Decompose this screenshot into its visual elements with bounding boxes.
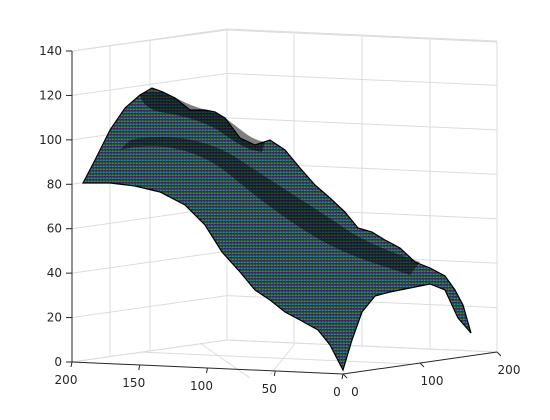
grid-line [226, 117, 498, 131]
grid-line [139, 351, 411, 365]
y-tick-mark [342, 373, 348, 379]
surface-mesh [82, 87, 472, 372]
y-tick-mark [419, 362, 425, 368]
z-tick-label: 40 [47, 266, 62, 280]
grid-line [226, 28, 498, 42]
grid-line [269, 344, 295, 376]
grid-line [226, 339, 498, 353]
grid-line [71, 72, 228, 96]
x-tick-label: 50 [262, 382, 277, 396]
x-tick-label: 100 [190, 379, 213, 393]
z-tick-label: 80 [47, 177, 62, 191]
x-tick-label: 200 [55, 373, 78, 387]
z-tick-label: 100 [39, 133, 62, 147]
x-axis-ticks: 200 150 100 50 0 [55, 361, 344, 399]
grid-line [71, 295, 228, 319]
x-tick-mark [138, 364, 141, 371]
z-tick-label: 0 [54, 355, 62, 369]
x-tick-mark [70, 361, 73, 368]
z-axis-ticks: 0 20 40 60 80 100 120 140 [39, 44, 72, 369]
surface [82, 87, 472, 372]
surface-shadow [120, 136, 420, 275]
x-tick-label: 0 [333, 385, 341, 399]
x-tick-mark [273, 370, 276, 377]
x-tick-mark [206, 367, 208, 374]
z-tick-label: 140 [39, 44, 62, 58]
grid-line [199, 342, 251, 379]
grid-line [226, 29, 498, 43]
grid-line [71, 250, 228, 274]
z-tick-label: 60 [47, 222, 62, 236]
x-tick-mark [341, 373, 344, 380]
y-tick-mark [496, 351, 502, 357]
y-tick-label: 0 [351, 385, 359, 399]
y-axis-ticks: 0 100 200 [342, 351, 521, 399]
z-tick-label: 20 [47, 311, 62, 325]
grid-line [71, 28, 228, 52]
y-tick-label: 100 [421, 374, 444, 388]
y-tick-label: 200 [498, 363, 521, 377]
x-tick-label: 150 [122, 376, 145, 390]
z-tick-label: 120 [39, 88, 62, 102]
surface-shadow [140, 91, 265, 152]
grid-line [226, 72, 498, 86]
